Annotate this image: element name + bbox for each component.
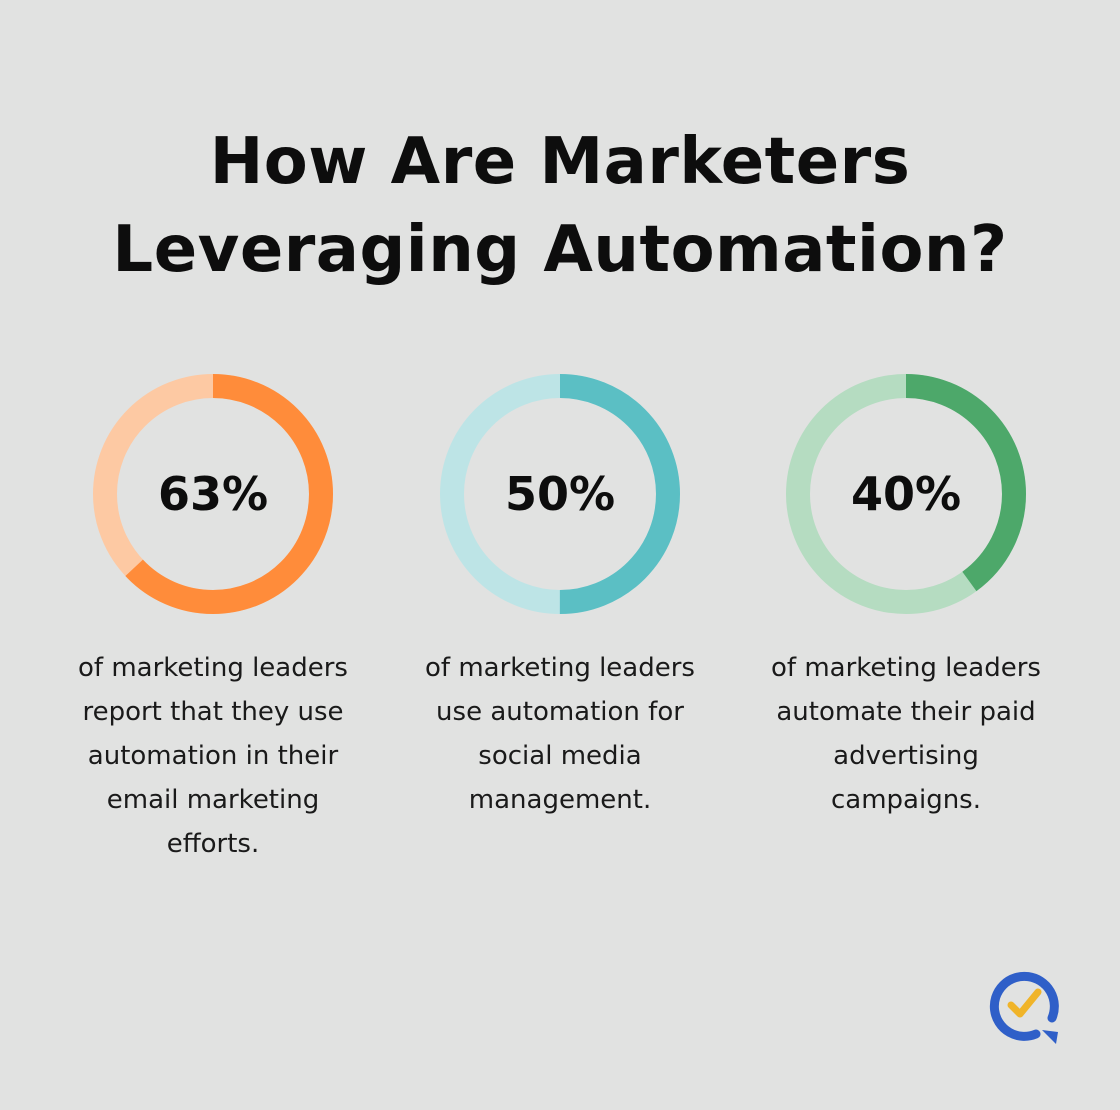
donut-svg-paid <box>786 374 1026 614</box>
stat-value-paid: 40% <box>850 467 962 521</box>
logo-check-icon <box>1007 988 1042 1018</box>
donut-svg-email <box>93 374 333 614</box>
donut-chart-social: 50% <box>438 372 682 616</box>
donut-arc-social <box>440 374 680 614</box>
stat-paid-advertising: 40% of marketing leaders automate their … <box>746 372 1066 822</box>
stat-email-marketing: 63% of marketing leaders report that the… <box>53 372 373 866</box>
stat-value-social: 50% <box>504 467 616 521</box>
page-title: How Are Marketers Leveraging Automation? <box>112 125 1008 287</box>
stat-value-email: 63% <box>157 467 269 521</box>
stat-description-paid: of marketing leaders automate their paid… <box>771 653 1041 815</box>
logo-tail-icon <box>1042 1030 1058 1044</box>
stat-social-media: 50% of marketing leaders use automation … <box>400 372 720 822</box>
donut-arc-paid <box>786 374 1026 614</box>
donut-chart-paid: 40% <box>784 372 1028 616</box>
logo-ring-icon <box>989 971 1059 1041</box>
donut-chart-email: 63% <box>91 372 335 616</box>
stat-description-email: of marketing leaders report that they us… <box>78 653 348 859</box>
donut-arc-email <box>93 374 333 614</box>
donut-svg-social <box>440 374 680 614</box>
checkmark-chat-logo-icon <box>989 971 1059 1044</box>
stat-description-social: of marketing leaders use automation for … <box>425 653 695 815</box>
